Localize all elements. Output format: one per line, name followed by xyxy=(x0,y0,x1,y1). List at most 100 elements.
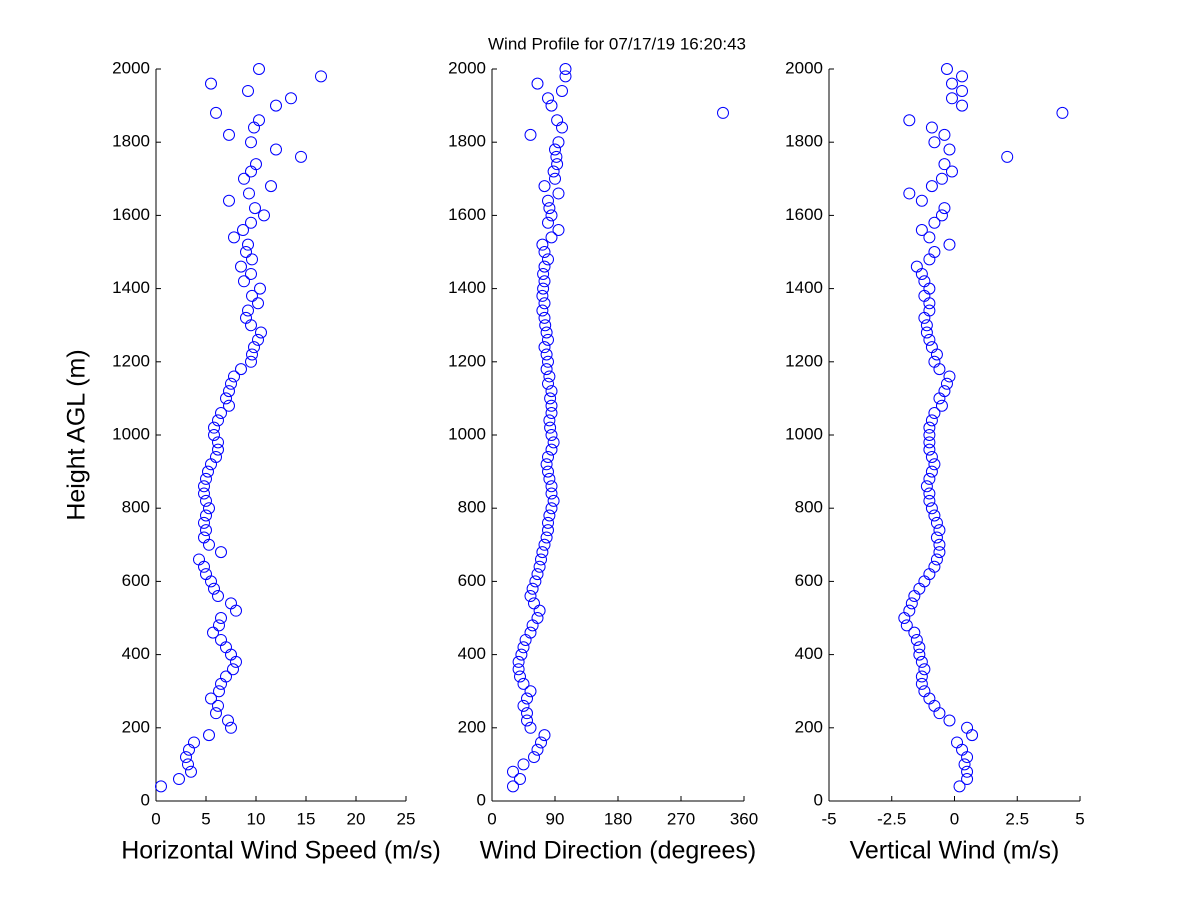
y-tick-label: 1200 xyxy=(785,351,823,370)
data-point xyxy=(225,721,237,734)
y-tick-label: 2000 xyxy=(448,58,486,77)
data-point xyxy=(923,494,936,507)
y-tick-label: 1000 xyxy=(785,424,823,443)
data-point xyxy=(913,648,926,661)
data-point xyxy=(945,165,958,178)
y-tick-label: 0 xyxy=(141,790,150,809)
data-point xyxy=(933,546,946,559)
data-point xyxy=(908,626,921,639)
data-point xyxy=(228,231,240,244)
data-point xyxy=(183,743,195,756)
data-point xyxy=(212,443,224,456)
data-point xyxy=(198,487,210,500)
data-point xyxy=(938,128,951,141)
data-point xyxy=(538,260,551,273)
data-point xyxy=(542,450,554,463)
data-point xyxy=(928,407,941,420)
data-point xyxy=(538,311,551,324)
data-point xyxy=(246,253,258,266)
x-tick-label: 90 xyxy=(546,809,565,828)
data-point xyxy=(551,114,564,127)
data-point xyxy=(920,480,933,493)
data-point xyxy=(203,538,215,551)
data-point xyxy=(521,692,533,705)
data-point xyxy=(235,260,247,273)
data-point xyxy=(956,70,969,83)
data-point xyxy=(531,568,544,581)
data-point xyxy=(903,604,916,617)
y-tick-label: 800 xyxy=(122,498,150,517)
data-point xyxy=(205,458,217,471)
data-point xyxy=(198,516,210,529)
data-point xyxy=(212,436,224,449)
data-point xyxy=(923,436,936,449)
y-tick-label: 1800 xyxy=(785,132,823,151)
data-point xyxy=(515,648,528,661)
data-point xyxy=(920,319,933,332)
data-point xyxy=(898,612,911,624)
x-tick-label: 0 xyxy=(950,809,959,828)
data-point xyxy=(538,538,551,551)
x-tick-label: 270 xyxy=(667,809,695,828)
data-point xyxy=(535,553,547,566)
data-point xyxy=(215,612,227,624)
x-tick-label: 2.5 xyxy=(1005,809,1029,828)
data-point xyxy=(198,560,210,573)
data-point xyxy=(536,304,549,317)
data-point xyxy=(540,363,553,376)
data-point xyxy=(923,297,936,310)
y-tick-label: 1000 xyxy=(448,424,486,443)
data-point xyxy=(943,714,956,727)
data-point xyxy=(951,736,964,749)
x-tick-label: 25 xyxy=(397,809,416,828)
y-tick-label: 800 xyxy=(795,498,823,517)
data-point xyxy=(205,77,217,90)
data-point xyxy=(903,187,916,200)
data-point xyxy=(910,260,923,273)
y-tick-label: 200 xyxy=(795,717,823,736)
data-point xyxy=(900,619,913,632)
data-point xyxy=(200,568,212,581)
data-point xyxy=(923,692,936,705)
data-point xyxy=(956,84,969,97)
data-point xyxy=(923,487,936,500)
data-point xyxy=(517,641,530,654)
x-tick-label: 5 xyxy=(1075,809,1084,828)
data-point xyxy=(507,765,519,778)
data-point xyxy=(935,209,948,222)
x-tick-label: 20 xyxy=(347,809,366,828)
data-point xyxy=(212,590,224,603)
data-point xyxy=(220,392,232,405)
data-point xyxy=(545,480,558,493)
data-point xyxy=(210,450,222,463)
data-point xyxy=(533,560,546,573)
data-point xyxy=(545,231,558,244)
data-point xyxy=(547,436,560,449)
data-point xyxy=(528,597,540,610)
data-point xyxy=(915,267,928,280)
data-point xyxy=(250,158,262,171)
data-point xyxy=(212,414,224,427)
data-point xyxy=(923,304,936,317)
data-point xyxy=(543,414,556,427)
data-point xyxy=(928,216,941,229)
data-point xyxy=(925,341,938,354)
data-point xyxy=(542,253,554,266)
y-tick-label: 0 xyxy=(477,790,486,809)
data-point xyxy=(253,63,265,75)
data-point xyxy=(253,114,265,127)
data-point xyxy=(220,641,232,654)
x-tick-label: 360 xyxy=(730,809,758,828)
data-point xyxy=(245,136,257,149)
data-point xyxy=(540,458,553,471)
data-point xyxy=(514,670,526,683)
data-point xyxy=(212,699,224,712)
data-point xyxy=(248,341,260,354)
data-point xyxy=(528,751,540,764)
y-tick-label: 1200 xyxy=(112,351,150,370)
data-point xyxy=(923,443,936,456)
data-point xyxy=(237,224,249,237)
data-point xyxy=(918,311,931,324)
data-point xyxy=(227,663,239,676)
